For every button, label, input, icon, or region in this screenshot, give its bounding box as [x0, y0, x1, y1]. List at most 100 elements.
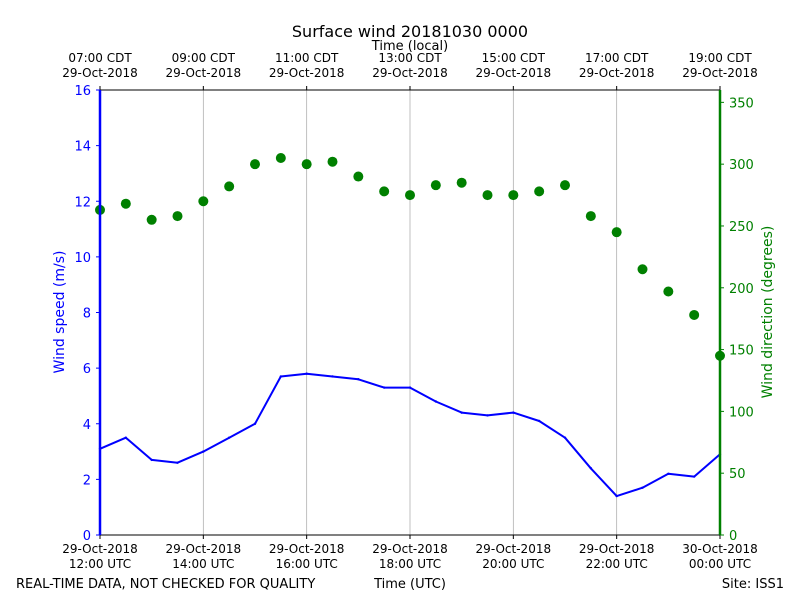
wind-speed-point: [279, 375, 283, 378]
wind-speed-point: [331, 375, 334, 378]
bottom-tick-time: 18:00 UTC: [379, 557, 441, 571]
wind-speed-point: [434, 400, 438, 403]
wind-direction-point: [379, 186, 390, 197]
bottom-tick-date: 29-Oct-2018: [372, 542, 448, 556]
wind-speed-point: [202, 450, 205, 453]
right-tick-label: 200: [729, 282, 754, 297]
gridlines: [202, 90, 618, 535]
left-tick-label: 16: [74, 84, 91, 99]
bottom-tick-date: 29-Oct-2018: [579, 542, 655, 556]
left-tick-label: 8: [83, 307, 91, 322]
left-tick-label: 12: [74, 195, 91, 210]
wind-direction-point: [250, 159, 260, 170]
wind-speed-point: [537, 419, 541, 423]
wind-speed-point: [692, 475, 696, 478]
wind-speed-point: [512, 411, 515, 414]
wind-direction-point: [224, 181, 235, 192]
bottom-tick-time: 16:00 UTC: [276, 557, 338, 571]
wind-speed-point: [667, 472, 670, 476]
wind-direction-point: [327, 156, 338, 167]
top-axis-title: Time (local): [371, 39, 448, 54]
wind-direction-point: [534, 186, 545, 197]
wind-direction-point: [482, 190, 493, 201]
top-tick-time: 17:00 CDT: [585, 51, 649, 65]
wind-direction-point: [172, 211, 183, 222]
wind-speed-point: [615, 494, 618, 498]
bottom-tick-time: 14:00 UTC: [172, 557, 234, 571]
wind-direction-point: [146, 214, 157, 225]
right-axis-title: Wind direction (degrees): [760, 226, 776, 399]
right-tick-label: 100: [729, 405, 754, 420]
quality-note: REAL-TIME DATA, NOT CHECKED FOR QUALITY: [16, 577, 315, 592]
right-tick-label: 250: [729, 220, 754, 235]
wind-direction-point: [405, 190, 415, 201]
wind-direction-point: [560, 180, 570, 191]
top-tick-time: 09:00 CDT: [172, 51, 236, 65]
top-tick-date: 29-Oct-2018: [579, 66, 655, 80]
wind-speed-series: [98, 372, 722, 498]
top-tick-time: 19:00 CDT: [688, 51, 752, 65]
right-tick-label: 350: [729, 96, 754, 111]
wind-direction-point: [611, 227, 622, 238]
bottom-tick-date: 29-Oct-2018: [476, 542, 552, 556]
wind-speed-point: [563, 436, 567, 439]
wind-direction-point: [198, 196, 209, 207]
wind-speed-point: [408, 386, 412, 389]
top-tick-date: 29-Oct-2018: [269, 66, 345, 80]
wind-speed-point: [382, 386, 386, 389]
right-tick-label: 300: [729, 158, 754, 173]
wind-speed-point: [357, 378, 360, 381]
bottom-tick-date: 29-Oct-2018: [62, 542, 138, 556]
top-tick-date: 29-Oct-2018: [62, 66, 138, 80]
bottom-tick-time: 22:00 UTC: [586, 557, 648, 571]
bottom-tick-date: 30-Oct-2018: [682, 542, 758, 556]
site-label: Site: ISS1: [722, 577, 784, 592]
top-tick-date: 29-Oct-2018: [476, 66, 552, 80]
left-tick-label: 4: [83, 418, 91, 433]
wind-speed-point: [124, 436, 128, 439]
left-tick-label: 0: [83, 529, 91, 544]
bottom-tick-date: 29-Oct-2018: [166, 542, 242, 556]
left-tick-label: 14: [74, 140, 91, 155]
right-tick-label: 50: [729, 467, 746, 482]
wind-speed-point: [486, 414, 489, 417]
bottom-tick-date: 29-Oct-2018: [269, 542, 345, 556]
wind-direction-point: [663, 286, 674, 297]
wind-speed-point: [305, 372, 308, 375]
wind-direction-point: [456, 177, 467, 188]
left-tick-label: 6: [83, 362, 91, 377]
bottom-tick-time: 00:00 UTC: [689, 557, 751, 571]
top-tick-time: 11:00 CDT: [275, 51, 339, 65]
wind-speed-point: [460, 411, 463, 414]
wind-speed-point: [227, 436, 231, 439]
wind-direction-point: [275, 152, 286, 163]
wind-direction-point: [637, 264, 648, 275]
chart-title: Surface wind 20181030 0000: [292, 22, 528, 41]
wind-direction-point: [585, 211, 596, 222]
left-axis-title: Wind speed (m/s): [52, 251, 68, 374]
bottom-axis-title: Time (UTC): [373, 577, 446, 592]
wind-direction-point: [689, 309, 700, 320]
top-tick-date: 29-Oct-2018: [372, 66, 448, 80]
wind-speed-point: [589, 467, 593, 470]
bottom-tick-time: 12:00 UTC: [69, 557, 131, 571]
wind-speed-point: [253, 422, 257, 425]
top-tick-date: 29-Oct-2018: [682, 66, 758, 80]
wind-speed-point: [641, 486, 644, 489]
top-tick-time: 15:00 CDT: [482, 51, 546, 65]
left-tick-label: 10: [74, 251, 91, 266]
right-tick-label: 150: [729, 344, 754, 359]
bottom-tick-time: 20:00 UTC: [482, 557, 544, 571]
wind-direction-series: [95, 152, 725, 361]
wind-speed-point: [176, 461, 179, 464]
wind-direction-point: [353, 171, 364, 182]
wind-direction-point: [120, 198, 131, 209]
right-tick-label: 0: [729, 529, 737, 544]
left-tick-label: 2: [83, 473, 91, 488]
wind-direction-point: [508, 190, 519, 201]
wind-direction-point: [301, 159, 312, 170]
wind-direction-point: [430, 180, 441, 191]
top-tick-time: 13:00 CDT: [378, 51, 442, 65]
